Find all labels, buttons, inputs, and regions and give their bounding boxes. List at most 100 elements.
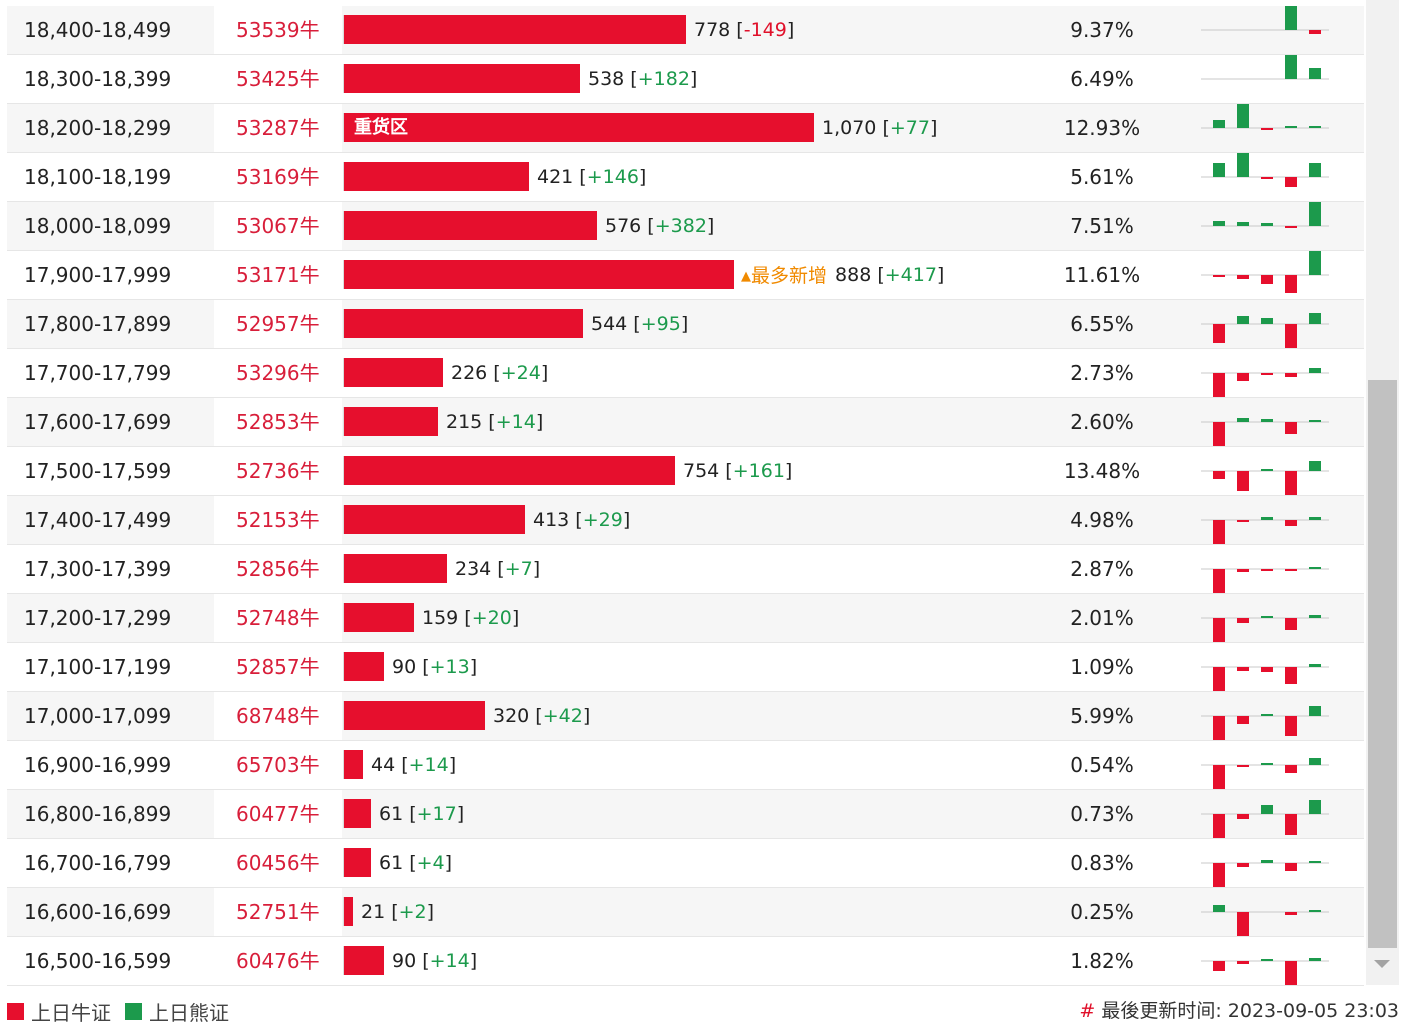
bull-count: 53169牛 [236, 165, 320, 189]
price-range: 17,800-17,899 [24, 312, 172, 336]
price-range: 18,300-18,399 [24, 67, 172, 91]
table-row[interactable]: 16,800-16,899 60477牛 61 [+17] 0.73% [7, 790, 1364, 839]
table-row[interactable]: 17,900-17,999 53171牛 ▲最多新增 888 [+417] 11.61% [7, 251, 1364, 300]
table-row[interactable]: 17,700-17,799 53296牛 226 [+24] 2.73% [7, 349, 1364, 398]
bull-count: 52748牛 [236, 606, 320, 630]
bracket: ] [469, 949, 478, 972]
bar-cell: 538 [+182] [343, 64, 697, 93]
sparkline-bar [1309, 615, 1321, 618]
bracket: ] [469, 655, 478, 678]
bull-count: 68748牛 [236, 704, 320, 728]
value-number: 90 [392, 949, 417, 972]
bracket: ] [786, 18, 795, 41]
sparkline-bar [1213, 618, 1225, 642]
percentage: 0.83% [1070, 851, 1134, 875]
price-range: 18,100-18,199 [24, 165, 172, 189]
cell-bg [214, 594, 342, 642]
table-row[interactable]: 17,500-17,599 52736牛 754 [+161] 13.48% [7, 447, 1364, 496]
value-bar [344, 309, 583, 338]
table-row[interactable]: 16,500-16,599 60476牛 90 [+14] 1.82% [7, 937, 1364, 986]
sparkline-bar [1261, 714, 1273, 716]
percentage: 2.87% [1070, 557, 1134, 581]
scrollbar-thumb[interactable] [1368, 380, 1397, 948]
value-text: 159 [+20] [422, 607, 519, 629]
percentage: 13.48% [1063, 459, 1141, 483]
bar-cell: 544 [+95] [343, 309, 688, 338]
sparkline-bar [1309, 30, 1321, 34]
price-range: 17,700-17,799 [24, 361, 172, 385]
bar-cell: 421 [+146] [343, 162, 646, 191]
value-text: 1,070 [+77] [822, 117, 937, 139]
table-row[interactable]: 17,200-17,299 52748牛 159 [+20] 2.01% [7, 594, 1364, 643]
percentage: 7.51% [1070, 214, 1134, 238]
bracket: ] [535, 410, 544, 433]
table-row[interactable]: 16,900-16,999 65703牛 44 [+14] 0.54% [7, 741, 1364, 790]
table-row[interactable]: 17,400-17,499 52153牛 413 [+29] 4.98% [7, 496, 1364, 545]
value-number: 538 [588, 67, 625, 90]
table-row[interactable]: 17,100-17,199 52857牛 90 [+13] 1.09% [7, 643, 1364, 692]
table-row[interactable]: 17,300-17,399 52856牛 234 [+7] 2.87% [7, 545, 1364, 594]
table-row[interactable]: 18,200-18,299 53287牛 重货区 1,070 [+77] 12.93% [7, 104, 1364, 153]
trend-sparkline [1201, 615, 1329, 642]
value-number: 226 [451, 361, 488, 384]
value-number: 21 [361, 900, 386, 923]
value-number: 778 [694, 18, 731, 41]
percentage: 5.61% [1070, 165, 1134, 189]
value-change: +146 [586, 165, 639, 188]
cell-bg [214, 6, 342, 54]
cell-bg [214, 300, 342, 348]
table-row[interactable]: 18,400-18,499 53539牛 778 [-149] 9.37% [7, 6, 1364, 55]
table-row[interactable]: 18,000-18,099 53067牛 576 [+382] 7.51% [7, 202, 1364, 251]
value-number: 1,070 [822, 116, 877, 139]
sparkline-bar [1309, 517, 1321, 520]
sparkline-bar [1285, 520, 1297, 526]
table-row[interactable]: 16,600-16,699 52751牛 21 [+2] 0.25% [7, 888, 1364, 937]
sparkline-bar [1261, 763, 1273, 765]
table-row[interactable]: 17,000-17,099 68748牛 320 [+42] 5.99% [7, 692, 1364, 741]
percentage: 0.73% [1070, 802, 1134, 826]
cell-bg [214, 496, 342, 544]
value-change: +14 [408, 753, 449, 776]
bracket: [ [871, 263, 885, 286]
vertical-scrollbar[interactable] [1366, 0, 1399, 985]
hash-icon: # [1079, 1000, 1096, 1022]
trend-sparkline [1201, 202, 1329, 228]
trend-sparkline [1201, 251, 1329, 293]
price-range: 16,600-16,699 [24, 900, 172, 924]
sparkline-bar [1237, 153, 1249, 177]
bracket: ] [706, 214, 715, 237]
value-number: 61 [379, 851, 404, 874]
value-text: 421 [+146] [537, 166, 646, 188]
sparkline-bar [1309, 706, 1321, 716]
sparkline-bar [1309, 420, 1321, 422]
value-number: 159 [422, 606, 459, 629]
value-text: 61 [+17] [379, 803, 464, 825]
value-text: 234 [+7] [455, 558, 540, 580]
sparkline-bar [1213, 422, 1225, 446]
value-change: +14 [495, 410, 536, 433]
table-row[interactable]: 18,300-18,399 53425牛 538 [+182] 6.49% [7, 55, 1364, 104]
sparkline-bar [1285, 324, 1297, 348]
price-range: 17,100-17,199 [24, 655, 172, 679]
sparkline-bar [1285, 863, 1297, 871]
table-row[interactable]: 16,700-16,799 60456牛 61 [+4] 0.83% [7, 839, 1364, 888]
sparkline-bar [1237, 471, 1249, 491]
trend-sparkline [1201, 153, 1329, 187]
bull-count: 52853牛 [236, 410, 320, 434]
table-row[interactable]: 17,800-17,899 52957牛 544 [+95] 6.55% [7, 300, 1364, 349]
sparkline-bar [1237, 863, 1249, 867]
bracket: [ [529, 704, 543, 727]
sparkline-bar [1237, 222, 1249, 226]
table-row[interactable]: 17,600-17,699 52853牛 215 [+14] 2.60% [7, 398, 1364, 447]
sparkline-bar [1285, 126, 1297, 128]
trend-sparkline [1201, 758, 1329, 789]
last-updated-text: 最後更新时间: 2023-09-05 23:03 [1101, 1000, 1399, 1022]
bracket: [ [569, 508, 583, 531]
bracket: [ [385, 900, 399, 923]
trend-sparkline [1201, 55, 1329, 80]
scroll-down-arrow-icon[interactable] [1374, 960, 1390, 968]
bull-count: 53425牛 [236, 67, 320, 91]
bracket: [ [624, 67, 638, 90]
sparkline-bar [1213, 905, 1225, 912]
table-row[interactable]: 18,100-18,199 53169牛 421 [+146] 5.61% [7, 153, 1364, 202]
